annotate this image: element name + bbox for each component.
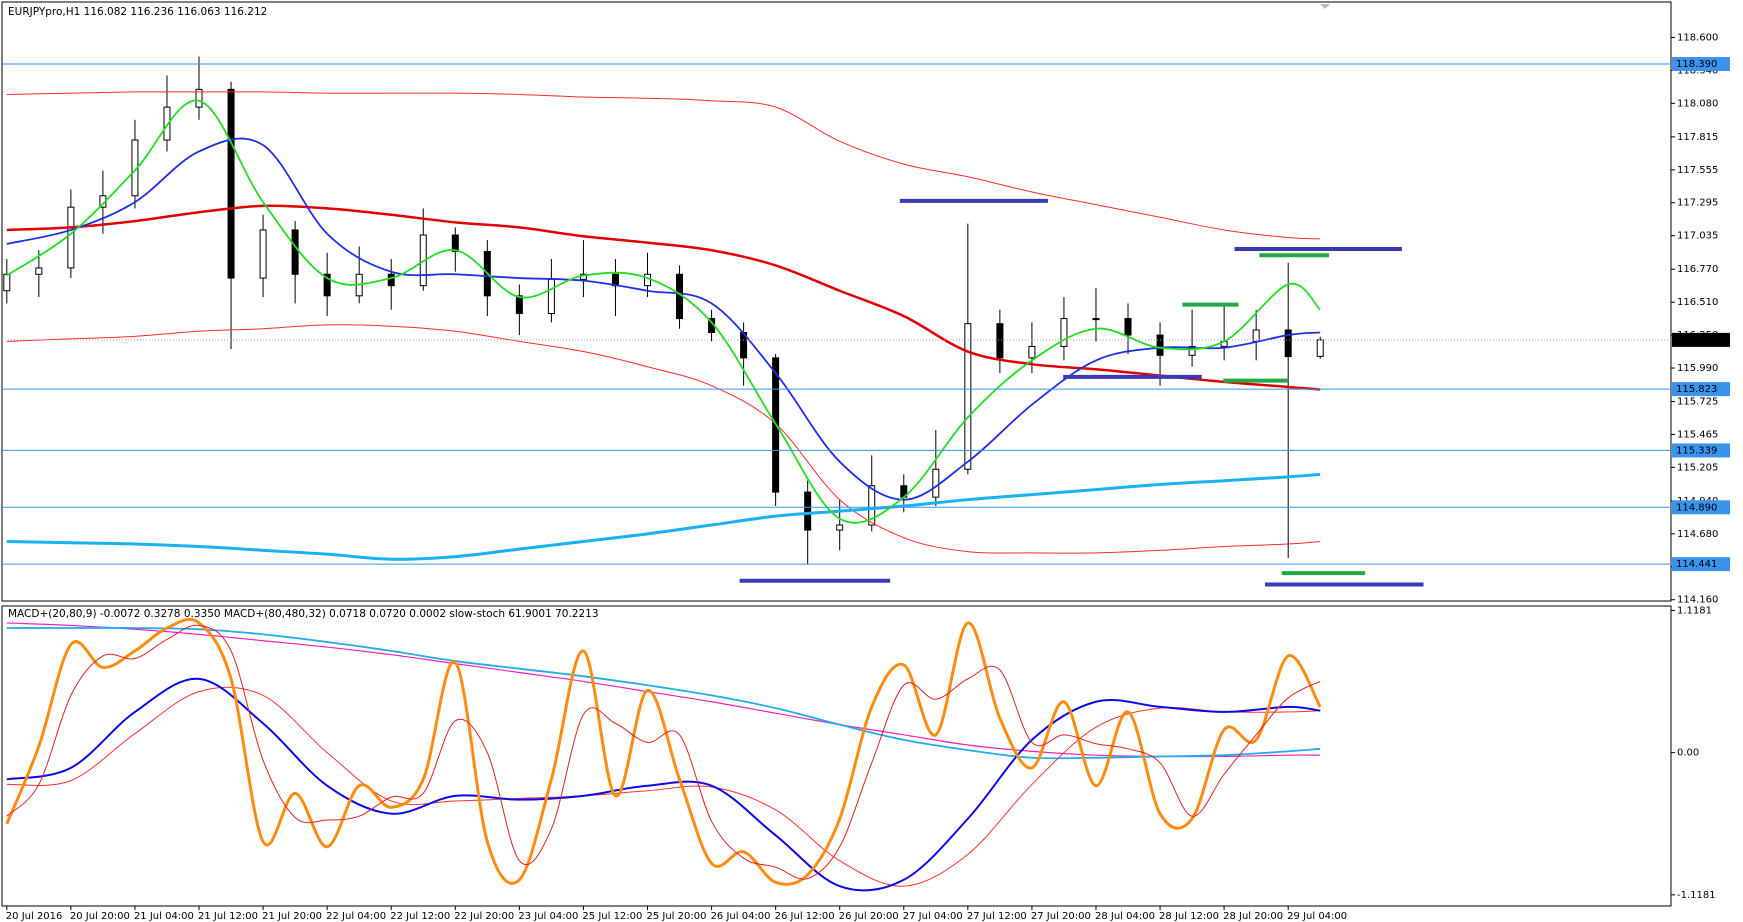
candle-body (868, 485, 876, 526)
y-tick-label: 115.725 (1677, 397, 1718, 408)
x-tick-label: 21 Jul 12:00 (198, 911, 258, 922)
candle-body (1284, 329, 1292, 358)
x-tick-label: 28 Jul 12:00 (1159, 911, 1219, 922)
x-tick-label: 27 Jul 12:00 (967, 911, 1027, 922)
x-tick-label: 26 Jul 12:00 (775, 911, 835, 922)
x-tick-label: 21 Jul 04:00 (134, 911, 194, 922)
x-tick-label: 21 Jul 20:00 (262, 911, 322, 922)
y-tick-label: 114.160 (1677, 595, 1718, 606)
y-tick-label: 116.770 (1677, 264, 1718, 275)
level-box (1672, 500, 1730, 515)
indicator-line (5, 617, 1322, 886)
last-price-label: 116.212 (1676, 335, 1717, 346)
candle-body (804, 491, 812, 531)
candle-body (291, 229, 299, 275)
indicator-line (6, 622, 1321, 758)
indicator-line (6, 627, 1321, 760)
candle-body (163, 106, 171, 141)
x-tick-label: 20 Jul 2016 (6, 911, 63, 922)
level-box (1672, 382, 1730, 397)
y-tick-label: 117.295 (1677, 198, 1718, 209)
level-label: 114.441 (1676, 559, 1717, 570)
indicator-line (6, 677, 1321, 892)
indicator-line (6, 99, 1321, 524)
candle-body (547, 278, 555, 315)
candle-body (35, 267, 43, 275)
candle-body (227, 88, 235, 279)
level-label: 118.390 (1676, 59, 1717, 70)
candle-body (387, 273, 395, 287)
indicator-panel (1, 605, 1672, 907)
candle-body (1316, 339, 1324, 357)
indicator-line (6, 472, 1321, 561)
indicator-line (6, 686, 1321, 887)
y-tick-label: 115.465 (1677, 429, 1718, 440)
indicator-line (6, 91, 1321, 240)
last-price-box (1672, 332, 1730, 347)
indicator-header: MACD+(20,80,9) -0.0072 0.3278 0.3350 MAC… (8, 608, 599, 620)
candle-body (836, 524, 844, 531)
indicator-line (6, 204, 1321, 391)
x-tick-label: 29 Jul 04:00 (1287, 911, 1347, 922)
indicator-line (6, 624, 1321, 880)
x-tick-label: 23 Jul 04:00 (518, 911, 578, 922)
y-tick-label: 114.680 (1677, 529, 1718, 540)
candle-body (996, 323, 1004, 359)
candle-body (67, 206, 75, 269)
candle-body (1092, 318, 1100, 321)
level-label: 115.823 (1676, 384, 1717, 395)
y-tick-label: 118.080 (1677, 98, 1718, 109)
price-panel (1, 1, 1672, 602)
indicator-line (6, 324, 1321, 554)
y-tick-label: 115.990 (1677, 363, 1718, 374)
candle-body (1060, 318, 1068, 347)
candle-body (1028, 345, 1036, 359)
candle-body (1124, 318, 1132, 336)
x-tick-label: 28 Jul 20:00 (1223, 911, 1283, 922)
candle-body (451, 234, 459, 252)
x-tick-label: 26 Jul 04:00 (711, 911, 771, 922)
shift-marker (1320, 4, 1330, 9)
candle-body (643, 273, 651, 287)
x-tick-label: 22 Jul 12:00 (390, 911, 450, 922)
symbol-header: EURJPYpro,H1 116.082 116.236 116.063 116… (8, 6, 267, 18)
level-box (1672, 557, 1730, 572)
x-tick-label: 25 Jul 20:00 (646, 911, 706, 922)
level-label: 114.890 (1676, 502, 1717, 513)
x-tick-label: 28 Jul 04:00 (1095, 911, 1155, 922)
y-tick-label: 117.815 (1677, 132, 1718, 143)
y-tick-label: 118.600 (1677, 32, 1718, 43)
y-tick-label: 117.555 (1677, 165, 1718, 176)
x-tick-label: 22 Jul 04:00 (326, 911, 386, 922)
x-tick-label: 22 Jul 20:00 (454, 911, 514, 922)
candle-body (195, 88, 203, 108)
level-label: 115.339 (1676, 445, 1717, 456)
level-box (1672, 443, 1730, 458)
candle-body (515, 295, 523, 315)
x-tick-label: 27 Jul 04:00 (903, 911, 963, 922)
x-tick-label: 25 Jul 12:00 (582, 911, 642, 922)
x-tick-label: 20 Jul 20:00 (70, 911, 130, 922)
x-tick-label: 27 Jul 20:00 (1031, 911, 1091, 922)
y-tick-label: -1.1181 (1677, 890, 1716, 901)
y-tick-label: 117.035 (1677, 231, 1718, 242)
level-box (1672, 57, 1730, 72)
x-tick-label: 26 Jul 20:00 (839, 911, 899, 922)
y-tick-label: 1.1181 (1677, 605, 1712, 616)
y-tick-label: 0.00 (1677, 748, 1699, 759)
y-tick-label: 115.205 (1677, 462, 1718, 473)
candle-body (323, 273, 331, 297)
candle-body (932, 468, 940, 498)
candle-body (1188, 345, 1196, 356)
y-tick-label: 116.510 (1677, 297, 1718, 308)
candle-body (259, 229, 267, 279)
candle-body (1156, 334, 1164, 356)
candle-body (3, 273, 11, 292)
candle-body (964, 323, 972, 470)
